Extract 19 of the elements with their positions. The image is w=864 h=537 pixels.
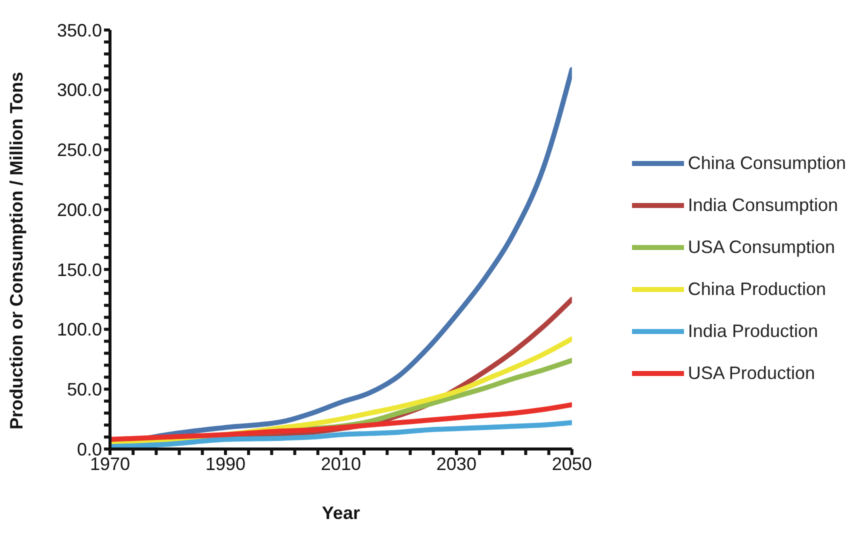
- x-tick-label: 2010: [320, 454, 361, 474]
- legend-label: China Production: [688, 279, 826, 300]
- y-tick-label: 200.0: [56, 200, 102, 220]
- legend-label: USA Consumption: [688, 237, 835, 258]
- y-tick-label: 300.0: [56, 80, 102, 100]
- legend-label: India Production: [688, 321, 818, 342]
- x-tick-label: 2030: [436, 454, 476, 474]
- x-tick-label: 1990: [205, 454, 246, 474]
- x-axis-title: Year: [322, 503, 360, 523]
- y-axis-title: Production or Consumption / Million Tons: [6, 72, 26, 430]
- y-tick-label: 100.0: [56, 320, 102, 340]
- y-tick-label: 250.0: [56, 140, 102, 160]
- y-tick-label: 150.0: [56, 260, 102, 280]
- legend-label: USA Production: [688, 363, 815, 384]
- x-tick-label: 2050: [552, 454, 592, 474]
- legend-label: India Consumption: [688, 195, 838, 216]
- y-tick-label: 50.0: [66, 380, 102, 400]
- legend-label: China Consumption: [688, 153, 846, 174]
- y-tick-label: 350.0: [56, 20, 102, 40]
